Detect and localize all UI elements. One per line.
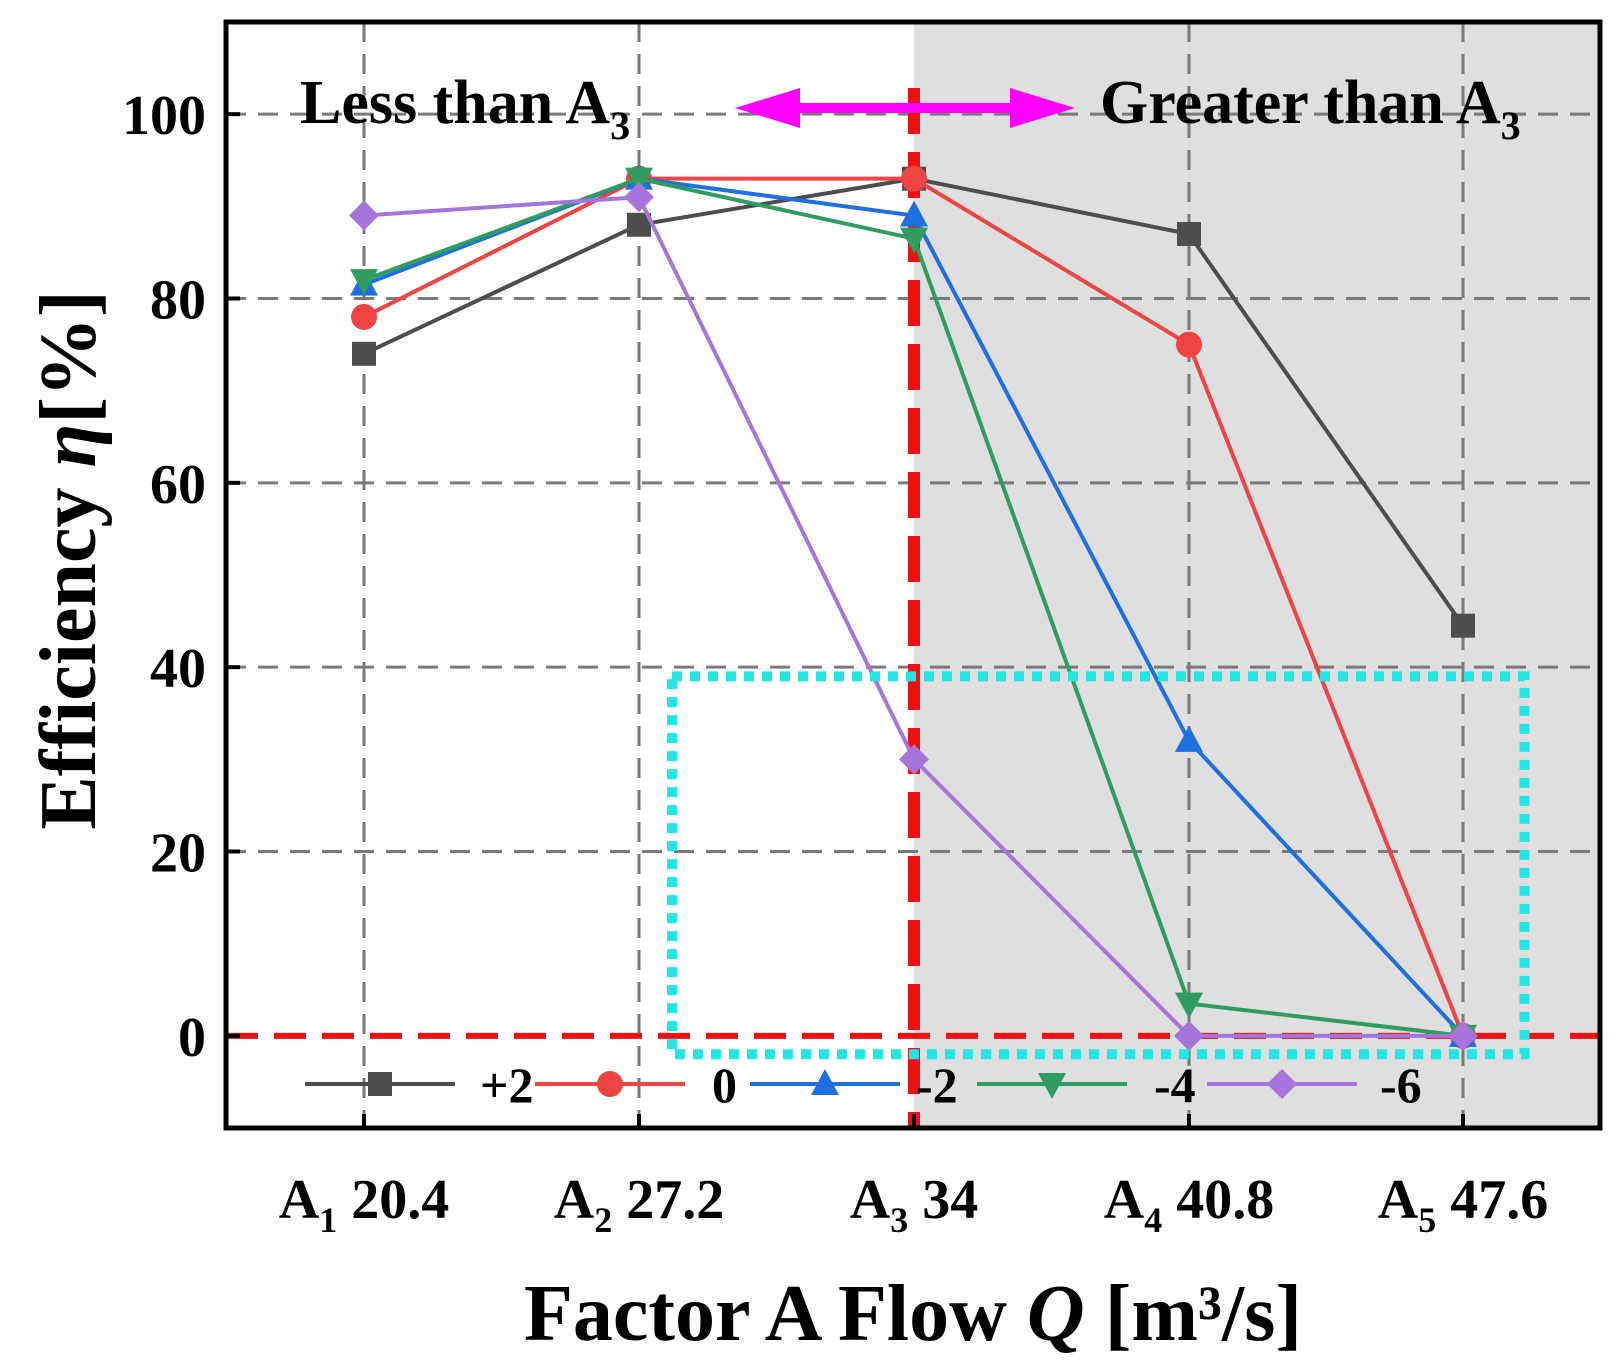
x-tick-label: A3 34: [850, 1169, 978, 1240]
arrow-head-left: [735, 88, 800, 128]
data-point: [1174, 1020, 1204, 1051]
legend-item: -4: [977, 1057, 1196, 1113]
x-axis-label-unit: [m³/s]: [1085, 1270, 1302, 1358]
data-point: [350, 269, 378, 296]
legend-marker: [368, 1072, 392, 1096]
x-tick-value: 40.8: [1162, 1169, 1274, 1231]
arrow-head-right: [1010, 88, 1075, 128]
y-axis-label-text: Efficiency: [25, 468, 113, 830]
greater-than-a3-label: Greater than A3: [1100, 69, 1521, 148]
less-than-a3-label: Less than A3: [300, 69, 630, 148]
legend-label: 0: [712, 1057, 737, 1113]
less-than-a3-sub: 3: [610, 103, 630, 148]
legend-marker: [1038, 1073, 1066, 1099]
shaded-region: [914, 22, 1600, 1128]
y-axis-label-unit: [%]: [25, 290, 113, 423]
data-point: [1175, 992, 1203, 1019]
x-tick-sub: 2: [594, 1200, 612, 1240]
highlight-box: [667, 671, 1530, 1060]
legend-item: +2: [305, 1057, 534, 1113]
x-tick-value: 27.2: [612, 1169, 724, 1231]
data-point: [899, 744, 929, 775]
x-axis-label: Factor A Flow Q [m³/s]: [524, 1270, 1302, 1358]
x-axis-label-var: Q: [1027, 1270, 1085, 1358]
y-tick-label: 0: [178, 1007, 206, 1069]
legend-marker: [1267, 1069, 1297, 1099]
legend-label: -6: [1380, 1057, 1422, 1113]
data-point: [1175, 725, 1203, 752]
data-point: [624, 182, 654, 213]
greater-than-a3-sub: 3: [1501, 103, 1521, 148]
data-point: [900, 200, 928, 227]
x-tick-sub: 1: [319, 1200, 337, 1240]
y-tick-label: 60: [150, 454, 206, 516]
data-point: [349, 200, 379, 231]
y-axis-label-var: η: [25, 424, 113, 468]
x-axis-label-text: Factor A Flow: [524, 1270, 1027, 1358]
y-axis-label: Efficiency η[%]: [25, 290, 113, 829]
legend-label: +2: [480, 1057, 534, 1113]
x-tick-label: A5 47.6: [1378, 1169, 1548, 1240]
series--6: [349, 182, 1478, 1051]
x-tick-label: A4 40.8: [1104, 1169, 1274, 1240]
direction-arrow: [735, 88, 1075, 128]
y-tick-label: 20: [150, 823, 206, 885]
data-point: [901, 165, 927, 192]
legend-marker: [597, 1071, 623, 1097]
legend-item: -2: [750, 1057, 958, 1113]
x-tick-label: A2 27.2: [554, 1169, 724, 1240]
legend-item: -6: [1207, 1057, 1422, 1113]
data-point: [625, 167, 653, 194]
y-tick-label: 40: [150, 638, 206, 700]
y-tick-label: 100: [122, 85, 206, 147]
series--4: [350, 167, 1477, 1051]
data-point: [1448, 1020, 1478, 1051]
x-tick-sub: 5: [1418, 1200, 1436, 1240]
data-point: [900, 227, 928, 254]
x-tick-value: 34: [908, 1169, 978, 1231]
legend-item: 0: [535, 1057, 737, 1113]
data-point: [351, 303, 377, 330]
x-tick-value: 20.4: [337, 1169, 449, 1231]
data-point: [1176, 331, 1202, 358]
legend-label: -4: [1154, 1057, 1196, 1113]
data-point: [1451, 613, 1475, 638]
y-tick-label: 80: [150, 270, 206, 332]
data-point: [352, 341, 376, 366]
legend-marker: [811, 1069, 839, 1095]
x-tick-label: A1 20.4: [279, 1169, 449, 1240]
x-tick-sub: 4: [1144, 1200, 1162, 1240]
x-tick-sub: 3: [890, 1200, 908, 1240]
x-tick-value: 47.6: [1436, 1169, 1548, 1231]
data-point: [1177, 221, 1201, 246]
legend-label: -2: [916, 1057, 958, 1113]
